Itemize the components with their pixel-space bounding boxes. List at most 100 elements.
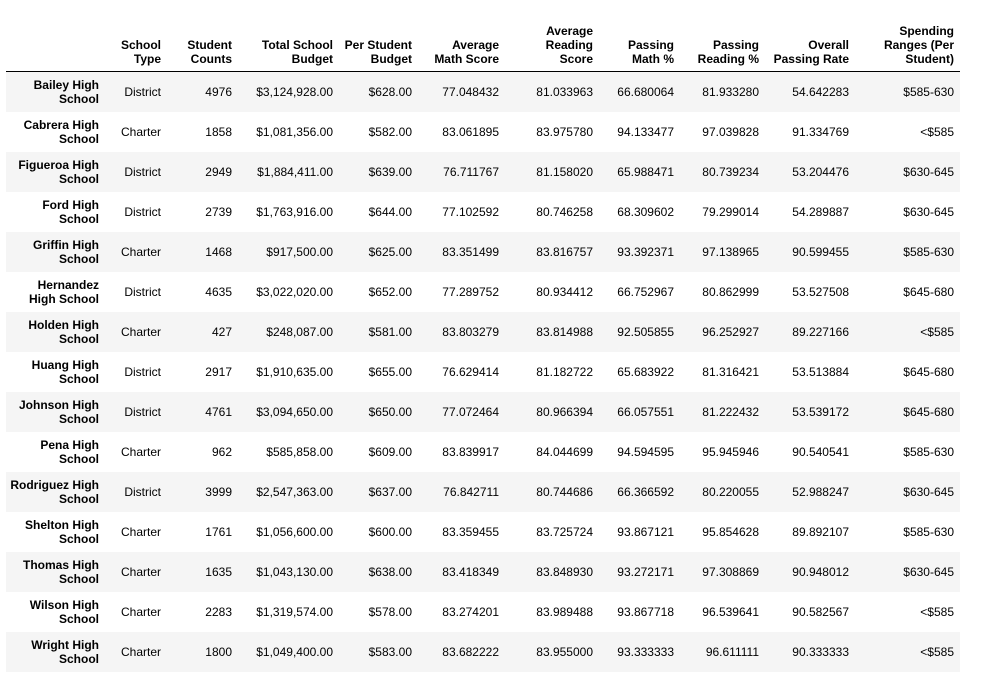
- cell: 81.158020: [536, 164, 593, 179]
- cell: 81.933280: [702, 84, 759, 99]
- cell: 54.289887: [792, 204, 849, 219]
- cell: $3,124,928.00: [256, 84, 333, 99]
- table-row: Rodriguez High School District 3999 $2,547,…: [6, 471, 960, 512]
- cell: 80.739234: [702, 164, 759, 179]
- row-label: Bailey High School: [33, 77, 99, 106]
- cell: 427: [211, 324, 232, 339]
- cell: 83.682222: [442, 644, 499, 659]
- cell: 96.611111: [705, 644, 759, 659]
- cell: $1,043,130.00: [256, 564, 333, 579]
- cell: 93.272171: [617, 564, 674, 579]
- table-row: Figueroa High School District 2949 $1,884,4…: [6, 151, 960, 192]
- table-row: Shelton High School Charter 1761 $1,056,600…: [6, 512, 960, 552]
- cell: 89.227166: [792, 324, 849, 339]
- column-header: Overall Passing Rate: [765, 0, 855, 72]
- cell: 2283: [205, 604, 232, 619]
- cell: 93.867718: [617, 604, 674, 619]
- cell: 83.061895: [442, 124, 499, 139]
- table-row: Wilson High School Charter 2283 $1,319,574.…: [6, 592, 960, 632]
- cell: 53.527508: [792, 284, 849, 299]
- cell: <$585: [920, 644, 954, 659]
- cell: $645-680: [903, 284, 954, 299]
- cell: 94.594595: [617, 444, 674, 459]
- row-label: Figueroa High School: [18, 157, 99, 186]
- cell: $637.00: [368, 484, 412, 499]
- cell: 80.934412: [536, 284, 593, 299]
- row-label: Thomas High School: [22, 557, 99, 586]
- cell: 90.948012: [792, 564, 849, 579]
- cell: 83.955000: [536, 644, 593, 659]
- cell: <$585: [920, 604, 954, 619]
- cell: 53.204476: [792, 164, 849, 179]
- cell: District: [124, 284, 161, 299]
- cell: 92.505855: [617, 324, 674, 339]
- cell: 89.892107: [792, 524, 849, 539]
- cell: 80.746258: [536, 204, 593, 219]
- column-header: Passing Math %: [599, 0, 680, 72]
- cell: 83.975780: [536, 124, 593, 139]
- cell: 1858: [205, 124, 232, 139]
- cell: <$585: [920, 124, 954, 139]
- cell: 76.842711: [443, 484, 499, 499]
- column-header: Spending Ranges (Per Student): [855, 0, 960, 72]
- cell: 80.966394: [536, 404, 593, 419]
- cell: $609.00: [368, 444, 412, 459]
- cell: $585-630: [903, 244, 954, 259]
- table-row: Bailey High School District 4976 $3,124,928…: [6, 71, 960, 112]
- cell: 81.033963: [536, 84, 593, 99]
- cell: 93.392371: [617, 244, 674, 259]
- cell: 90.582567: [792, 604, 849, 619]
- cell: 2949: [205, 164, 232, 179]
- cell: 77.102592: [442, 204, 499, 219]
- cell: $639.00: [368, 164, 412, 179]
- cell: 52.988247: [792, 484, 849, 499]
- cell: $652.00: [368, 284, 412, 299]
- column-header: Per Student Budget: [339, 0, 418, 72]
- cell: 1800: [205, 644, 232, 659]
- cell: 80.862999: [702, 284, 759, 299]
- cell: 84.044699: [536, 444, 593, 459]
- cell: $3,022,020.00: [256, 284, 333, 299]
- cell: 80.220055: [702, 484, 759, 499]
- cell: 76.629414: [442, 364, 499, 379]
- row-label: Wilson High School: [29, 597, 99, 626]
- cell: 97.039828: [702, 124, 759, 139]
- cell: 81.222432: [702, 404, 759, 419]
- row-label: Johnson High School: [19, 397, 99, 426]
- table-row: Huang High School District 2917 $1,910,635.…: [6, 352, 960, 392]
- cell: $638.00: [368, 564, 412, 579]
- cell: 93.333333: [617, 644, 674, 659]
- table-row: Wright High School Charter 1800 $1,049,400.…: [6, 631, 960, 672]
- cell: $650.00: [368, 404, 412, 419]
- cell: $628.00: [368, 84, 412, 99]
- table-body: Bailey High School District 4976 $3,124,928…: [6, 71, 960, 672]
- cell: 83.816757: [536, 244, 593, 259]
- cell: Charter: [120, 604, 161, 619]
- cell: Charter: [120, 644, 161, 659]
- cell: $1,763,916.00: [256, 204, 333, 219]
- row-label: Hernandez High School: [29, 277, 99, 306]
- cell: 83.839917: [442, 444, 499, 459]
- cell: 95.854628: [702, 524, 759, 539]
- cell: 2739: [205, 204, 232, 219]
- cell: 91.334769: [792, 124, 849, 139]
- cell: 97.138965: [702, 244, 759, 259]
- cell: $1,319,574.00: [256, 604, 333, 619]
- cell: 1468: [205, 244, 232, 259]
- cell: 76.711767: [443, 164, 499, 179]
- cell: $581.00: [368, 324, 412, 339]
- cell: District: [124, 204, 161, 219]
- cell: 80.744686: [536, 484, 593, 499]
- cell: District: [124, 364, 161, 379]
- column-header: Total School Budget: [238, 0, 339, 72]
- cell: 90.599455: [792, 244, 849, 259]
- row-label: Rodriguez High School: [10, 477, 99, 506]
- cell: Charter: [120, 244, 161, 259]
- row-label: Ford High School: [42, 197, 99, 226]
- row-label: Holden High School: [28, 317, 99, 346]
- cell: $583.00: [368, 644, 412, 659]
- cell: 3999: [205, 484, 232, 499]
- table-row: Johnson High School District 4761 $3,094,65…: [6, 391, 960, 432]
- cell: $655.00: [368, 364, 412, 379]
- cell: $1,910,635.00: [256, 364, 333, 379]
